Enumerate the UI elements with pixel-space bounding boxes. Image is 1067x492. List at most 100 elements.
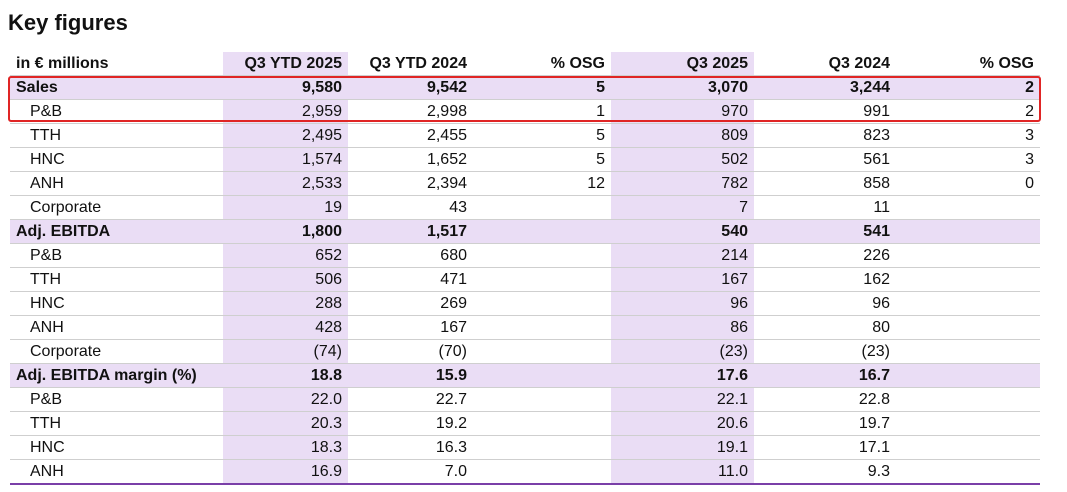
row-value: 1,574 [223, 147, 348, 172]
row-value [896, 219, 1040, 244]
header-osg-q3: % OSG [896, 52, 1040, 76]
row-value: 18.8 [223, 363, 348, 388]
row-value: 22.1 [611, 387, 754, 412]
row-label: TTH [10, 411, 223, 436]
row-value: 3,244 [754, 75, 896, 100]
row-value [473, 267, 611, 292]
row-label: Adj. EBITDA [10, 219, 223, 244]
row-value: 2 [896, 99, 1040, 124]
row-value [896, 435, 1040, 460]
row-value [473, 363, 611, 388]
row-label: TTH [10, 123, 223, 148]
row-value [473, 195, 611, 220]
row-value: 17.1 [754, 435, 896, 460]
row-value: 0 [896, 171, 1040, 196]
row-value: 680 [348, 243, 473, 268]
table-row: P&B 22.0 22.7 22.1 22.8 [10, 387, 1040, 412]
row-value: 2,394 [348, 171, 473, 196]
row-value: 16.9 [223, 459, 348, 485]
table-row: HNC 18.3 16.3 19.1 17.1 [10, 435, 1040, 460]
header-q3-ytd-2025: Q3 YTD 2025 [223, 52, 348, 76]
row-value: 96 [754, 291, 896, 316]
row-value: 1,652 [348, 147, 473, 172]
row-value: 167 [348, 315, 473, 340]
row-value [473, 291, 611, 316]
row-value [473, 435, 611, 460]
row-value: 3,070 [611, 75, 754, 100]
row-value: 18.3 [223, 435, 348, 460]
row-value: 162 [754, 267, 896, 292]
header-unit: in € millions [10, 52, 223, 76]
row-label: HNC [10, 291, 223, 316]
row-value: 541 [754, 219, 896, 244]
row-value: 7 [611, 195, 754, 220]
row-value: 9,580 [223, 75, 348, 100]
row-value: 19.1 [611, 435, 754, 460]
table-row: ANH 428 167 86 80 [10, 315, 1040, 340]
row-value [896, 315, 1040, 340]
table-row: TTH 20.3 19.2 20.6 19.7 [10, 411, 1040, 436]
row-value: 1,517 [348, 219, 473, 244]
row-value: 269 [348, 291, 473, 316]
table-row: HNC 1,574 1,652 5 502 561 3 [10, 147, 1040, 172]
row-value: 1 [473, 99, 611, 124]
row-value: 43 [348, 195, 473, 220]
row-value [473, 459, 611, 485]
row-value: 16.3 [348, 435, 473, 460]
row-label: Sales [10, 75, 223, 100]
page-title: Key figures [8, 10, 128, 35]
row-value: 2,998 [348, 99, 473, 124]
row-value: 226 [754, 243, 896, 268]
row-value: 15.9 [348, 363, 473, 388]
row-value: 561 [754, 147, 896, 172]
row-value: 2,495 [223, 123, 348, 148]
row-value: 19 [223, 195, 348, 220]
row-label: ANH [10, 459, 223, 485]
row-value [896, 267, 1040, 292]
row-value [896, 243, 1040, 268]
table-row: Corporate (74) (70) (23) (23) [10, 339, 1040, 364]
row-label: ANH [10, 315, 223, 340]
row-value: 9,542 [348, 75, 473, 100]
row-value [896, 291, 1040, 316]
row-label: HNC [10, 435, 223, 460]
row-label: P&B [10, 387, 223, 412]
row-value: 1,800 [223, 219, 348, 244]
row-value: 19.2 [348, 411, 473, 436]
table-row: Corporate 19 43 7 11 [10, 195, 1040, 220]
row-value: 80 [754, 315, 896, 340]
row-value: 17.6 [611, 363, 754, 388]
row-value: 9.3 [754, 459, 896, 485]
table-row: Sales 9,580 9,542 5 3,070 3,244 2 [10, 75, 1040, 100]
row-value: 5 [473, 75, 611, 100]
row-value: 809 [611, 123, 754, 148]
row-value: 2 [896, 75, 1040, 100]
row-value: 22.7 [348, 387, 473, 412]
row-value: 2,959 [223, 99, 348, 124]
row-value: 823 [754, 123, 896, 148]
row-value [896, 459, 1040, 485]
table-row: TTH 2,495 2,455 5 809 823 3 [10, 123, 1040, 148]
header-q3-ytd-2024: Q3 YTD 2024 [348, 52, 473, 76]
row-value [896, 339, 1040, 364]
table-row: TTH 506 471 167 162 [10, 267, 1040, 292]
row-value: 2,455 [348, 123, 473, 148]
row-value: 288 [223, 291, 348, 316]
row-value: 428 [223, 315, 348, 340]
row-label: HNC [10, 147, 223, 172]
row-value: (70) [348, 339, 473, 364]
row-label: Corporate [10, 195, 223, 220]
table-row: Adj. EBITDA margin (%) 18.8 15.9 17.6 16.7 [10, 363, 1040, 388]
row-value: 3 [896, 147, 1040, 172]
row-label: ANH [10, 171, 223, 196]
row-label: P&B [10, 243, 223, 268]
header-row: in € millions Q3 YTD 2025 Q3 YTD 2024 % … [10, 52, 1040, 76]
row-value: 970 [611, 99, 754, 124]
row-value [473, 411, 611, 436]
row-value [473, 243, 611, 268]
table-row: P&B 2,959 2,998 1 970 991 2 [10, 99, 1040, 124]
row-value: (74) [223, 339, 348, 364]
row-value: 12 [473, 171, 611, 196]
row-label: Adj. EBITDA margin (%) [10, 363, 223, 388]
row-value: 19.7 [754, 411, 896, 436]
